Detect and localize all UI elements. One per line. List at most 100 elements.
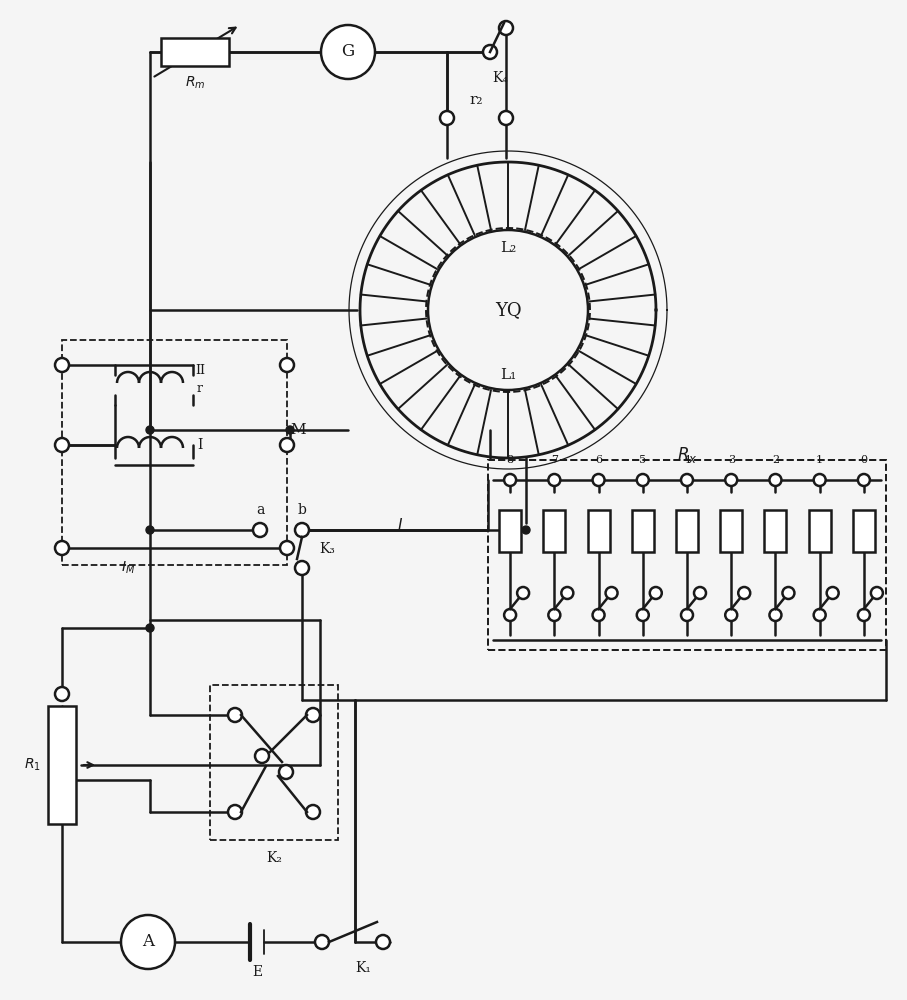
Circle shape	[55, 358, 69, 372]
Text: 2: 2	[772, 455, 779, 465]
Circle shape	[146, 526, 154, 534]
Circle shape	[146, 624, 154, 632]
Text: $I$: $I$	[397, 517, 403, 533]
Circle shape	[55, 687, 69, 701]
Text: YQ: YQ	[494, 301, 522, 319]
Circle shape	[55, 438, 69, 452]
Text: 0: 0	[861, 455, 867, 465]
Circle shape	[592, 474, 605, 486]
Bar	[62, 340, 287, 565]
Bar	[161, 38, 229, 66]
Text: $R_1$: $R_1$	[24, 757, 41, 773]
Circle shape	[637, 474, 649, 486]
Text: 4: 4	[684, 455, 690, 465]
Circle shape	[504, 609, 516, 621]
Text: L₁: L₁	[500, 368, 516, 382]
Circle shape	[315, 935, 329, 949]
Text: r: r	[197, 381, 203, 394]
Circle shape	[871, 587, 883, 599]
Bar	[48, 706, 76, 824]
Circle shape	[549, 474, 561, 486]
Circle shape	[306, 708, 320, 722]
Circle shape	[783, 587, 795, 599]
Text: 6: 6	[595, 455, 602, 465]
Text: 1: 1	[816, 455, 824, 465]
Circle shape	[681, 609, 693, 621]
Bar	[676, 510, 698, 552]
Bar	[809, 510, 831, 552]
Circle shape	[286, 426, 294, 434]
Circle shape	[376, 935, 390, 949]
Bar	[632, 510, 654, 552]
Circle shape	[121, 915, 175, 969]
Circle shape	[694, 587, 706, 599]
Bar	[765, 510, 786, 552]
Text: r₂: r₂	[469, 93, 483, 107]
Circle shape	[769, 609, 782, 621]
Bar	[499, 510, 522, 552]
Bar	[588, 510, 610, 552]
Circle shape	[592, 609, 605, 621]
Circle shape	[146, 426, 154, 434]
Circle shape	[606, 587, 618, 599]
Circle shape	[561, 587, 573, 599]
Text: a: a	[256, 503, 264, 517]
Circle shape	[321, 25, 375, 79]
Circle shape	[55, 541, 69, 555]
Text: $I_M$: $I_M$	[121, 560, 135, 576]
Circle shape	[483, 45, 497, 59]
Circle shape	[826, 587, 839, 599]
Circle shape	[428, 230, 588, 390]
Bar	[210, 685, 338, 840]
Circle shape	[858, 609, 870, 621]
Text: K₂: K₂	[266, 851, 282, 865]
Circle shape	[499, 111, 513, 125]
Circle shape	[504, 474, 516, 486]
Text: A: A	[142, 934, 154, 950]
Circle shape	[280, 541, 294, 555]
Circle shape	[228, 805, 242, 819]
Text: G: G	[341, 43, 355, 60]
Circle shape	[726, 609, 737, 621]
Circle shape	[280, 438, 294, 452]
Text: L₂: L₂	[500, 241, 516, 255]
Bar	[853, 510, 875, 552]
Text: II: II	[195, 363, 205, 376]
Text: b: b	[297, 503, 307, 517]
Text: 5: 5	[639, 455, 647, 465]
Circle shape	[738, 587, 750, 599]
Text: E: E	[252, 965, 262, 979]
Circle shape	[228, 708, 242, 722]
Text: 7: 7	[551, 455, 558, 465]
Text: 8: 8	[506, 455, 513, 465]
Circle shape	[499, 21, 513, 35]
Circle shape	[295, 561, 309, 575]
Circle shape	[517, 587, 529, 599]
Circle shape	[279, 765, 293, 779]
Circle shape	[649, 587, 662, 599]
Circle shape	[769, 474, 782, 486]
Bar	[488, 460, 886, 650]
Circle shape	[306, 805, 320, 819]
Text: I: I	[198, 438, 202, 452]
Circle shape	[681, 474, 693, 486]
Circle shape	[295, 523, 309, 537]
Text: $R_x$: $R_x$	[677, 445, 697, 465]
Circle shape	[858, 474, 870, 486]
Text: K₄: K₄	[493, 71, 508, 85]
Text: 3: 3	[727, 455, 735, 465]
Circle shape	[255, 749, 269, 763]
Circle shape	[814, 609, 825, 621]
Circle shape	[440, 111, 454, 125]
Bar	[720, 510, 742, 552]
Circle shape	[253, 523, 267, 537]
Circle shape	[280, 358, 294, 372]
Text: K₁: K₁	[355, 961, 371, 975]
Circle shape	[637, 609, 649, 621]
Text: $R_m$: $R_m$	[185, 75, 205, 91]
Circle shape	[522, 526, 530, 534]
Text: M: M	[290, 423, 306, 437]
Circle shape	[814, 474, 825, 486]
Circle shape	[726, 474, 737, 486]
Circle shape	[549, 609, 561, 621]
